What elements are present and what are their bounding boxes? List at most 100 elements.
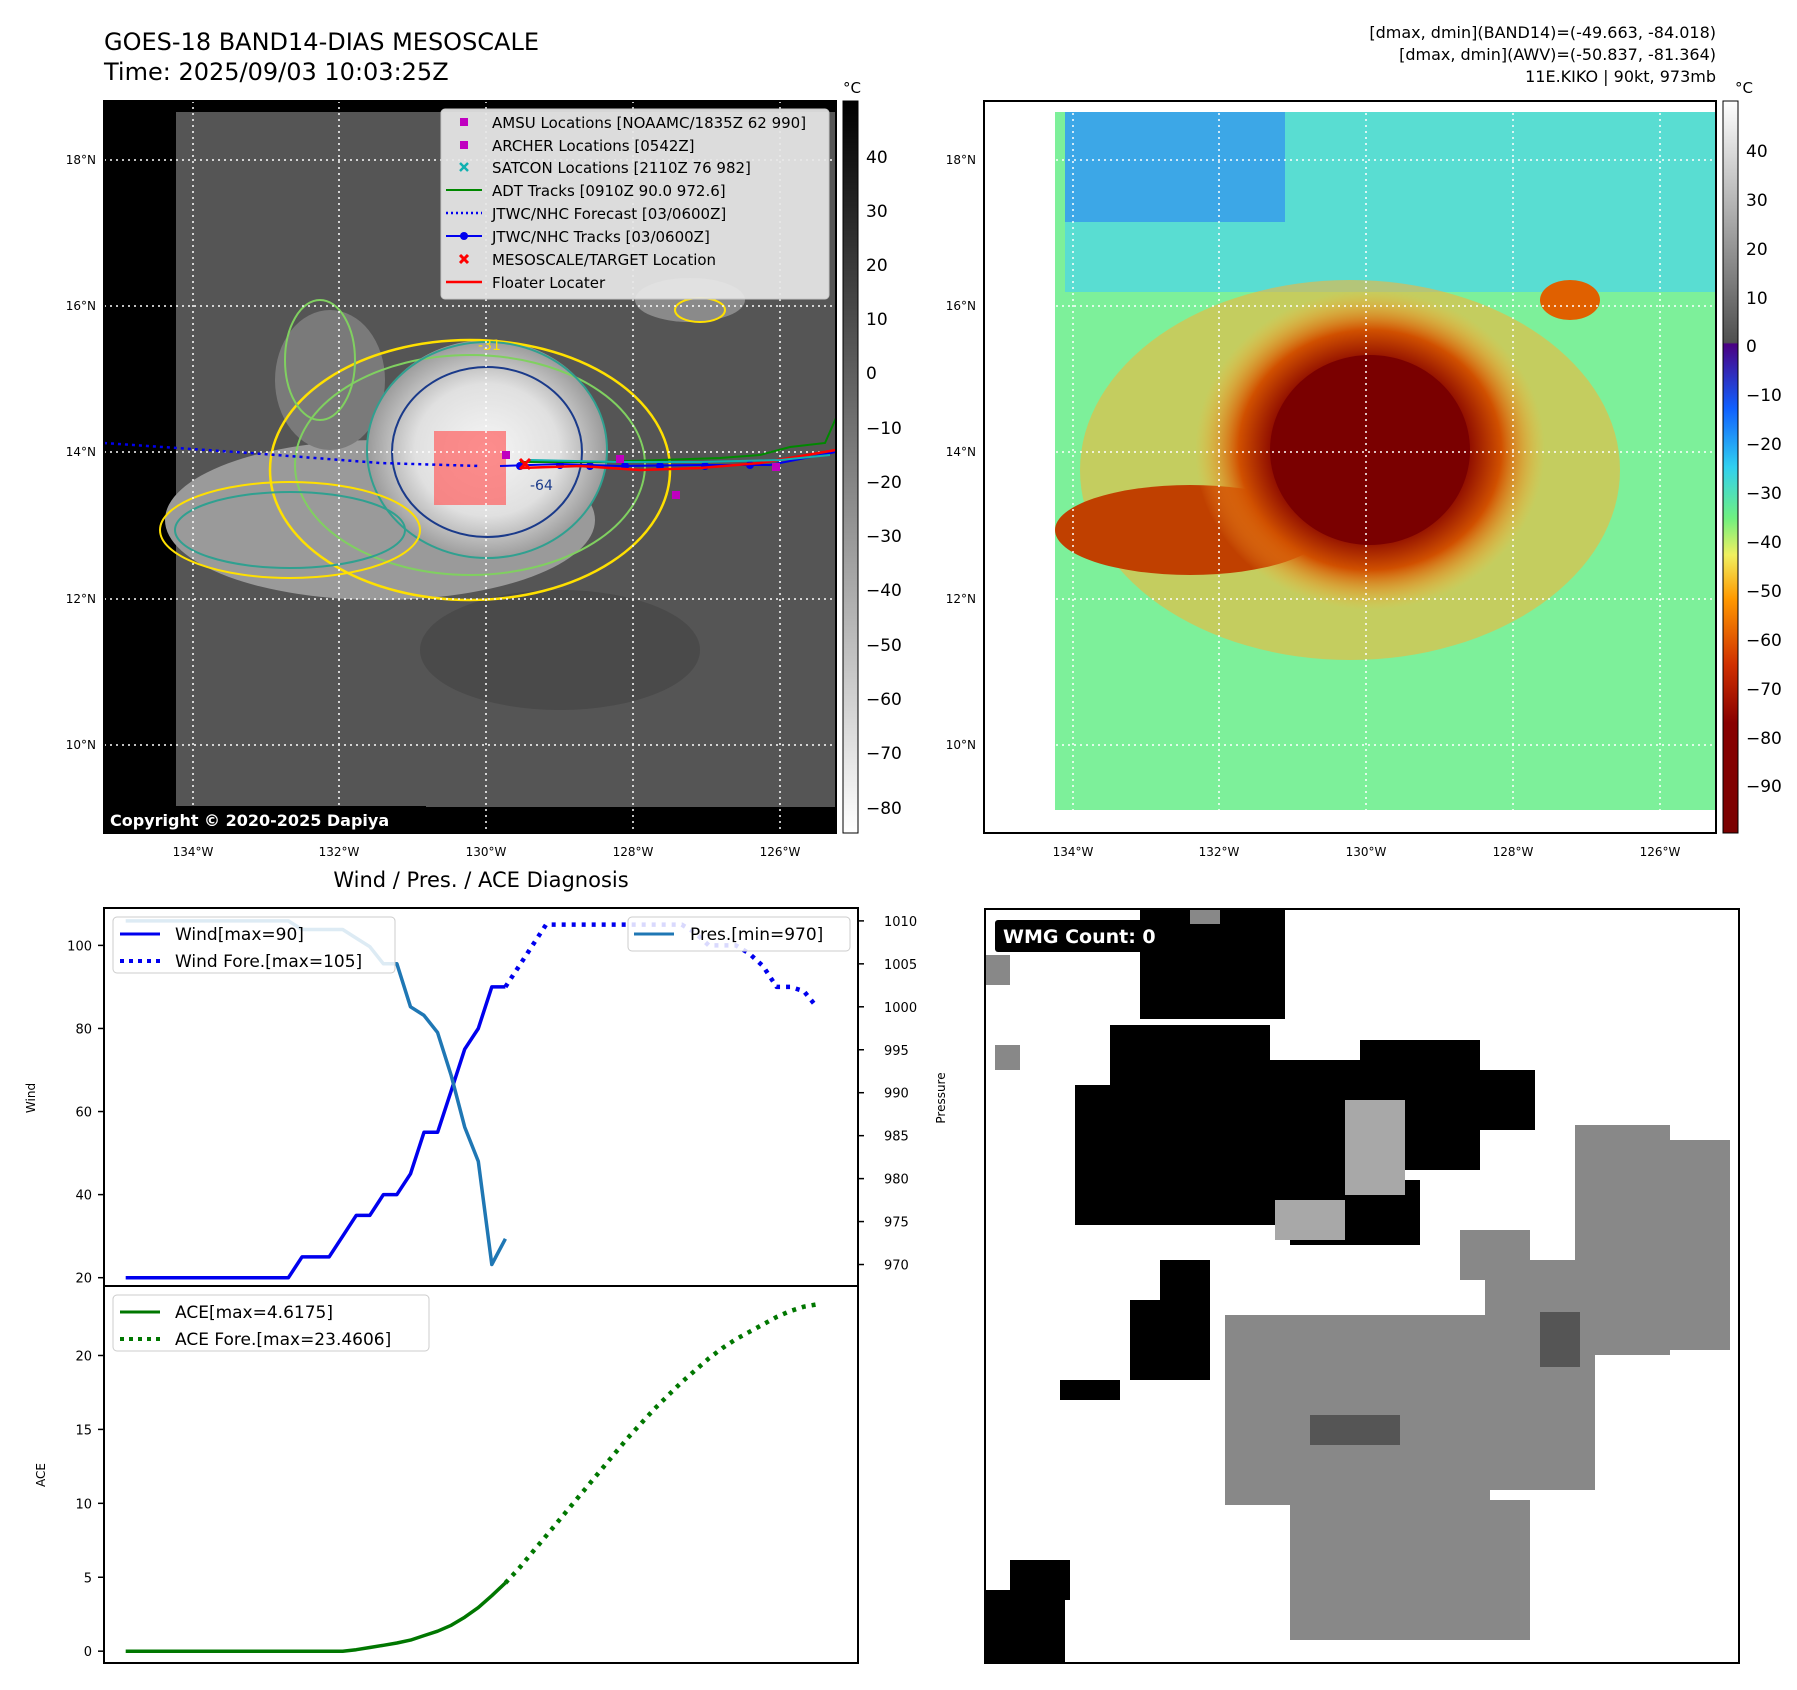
wind-series-line (125, 985, 506, 1280)
gray-tick: −60 (866, 690, 902, 710)
pressure-axis-label: Pressure (934, 1072, 948, 1123)
color-map-frame (983, 100, 1717, 834)
ace-legend: ACE[max=4.6175] ACE Fore.[max=23.4606] (112, 1294, 430, 1352)
y-tick-label: 0 (84, 1645, 92, 1660)
legend-track-point (460, 232, 468, 240)
lon-label: 132°W (1199, 845, 1240, 859)
legend-amsu: AMSU Locations [NOAAMC/1835Z 62 990] (492, 114, 806, 132)
y2-tick-label: 1000 (884, 1001, 917, 1016)
color-tick: 0 (1746, 337, 1757, 357)
lon-label: 134°W (1053, 845, 1094, 859)
gray-tick: −10 (866, 419, 902, 439)
pres-legend: Pres.[min=970] (627, 916, 851, 952)
ace-axis-label: ACE (34, 1463, 48, 1487)
lat-label: 16°N (66, 299, 96, 313)
ir-map-lon-labels: 134°W 132°W 130°W 128°W 126°W (173, 845, 801, 859)
copyright-text: Copyright © 2020-2025 Dapiya (110, 811, 389, 830)
target-marker (518, 457, 532, 471)
contour-label: -64 (530, 478, 553, 494)
archer-marker (672, 491, 680, 499)
legend-adt: ADT Tracks [0910Z 90.0 972.6] (492, 182, 726, 200)
color-colorbar-ticks: 40 30 20 10 0 −10 −20 −30 −40 −50 −60 −7… (1746, 142, 1782, 797)
gray-tick: −20 (866, 473, 902, 493)
legend-archer-marker (460, 141, 468, 149)
y2-tick-label: 1005 (884, 958, 917, 973)
y-tick-label: 100 (67, 939, 92, 954)
color-tick: −40 (1746, 533, 1782, 553)
wind-legend: Wind[max=90] Wind Fore.[max=105] (112, 916, 396, 974)
diagnosis-title: Wind / Pres. / ACE Diagnosis (333, 868, 628, 892)
color-tick: −10 (1746, 386, 1782, 406)
ace-fore-legend-label: ACE Fore.[max=23.4606] (175, 1330, 391, 1350)
gray-colorbar: °C 40 30 20 10 0 −10 −20 −30 −40 −50 −60… (842, 79, 902, 834)
lat-label: 10°N (946, 738, 976, 752)
wmg-label-box (995, 920, 1173, 952)
color-colorbar-bar (1722, 100, 1739, 834)
color-map-grid (984, 101, 1716, 833)
pres-legend-box (627, 916, 851, 952)
storm-info: 11E.KIKO | 90kt, 973mb (1525, 67, 1716, 86)
color-tick: −20 (1746, 435, 1782, 455)
stats-awv: [dmax, dmin](AWV)=(-50.837, -81.364) (1399, 45, 1716, 64)
y-tick-label: 80 (75, 1022, 92, 1037)
color-tick: −90 (1746, 777, 1782, 797)
gray-colorbar-unit: °C (843, 79, 861, 97)
gray-colorbar-ticks: 40 30 20 10 0 −10 −20 −30 −40 −50 −60 −7… (866, 148, 902, 819)
color-map-lat-labels: 18°N 16°N 14°N 12°N 10°N (946, 153, 976, 752)
color-tick: −50 (1746, 582, 1782, 602)
lat-label: 16°N (946, 299, 976, 313)
jtwc-forecast-track (104, 441, 481, 468)
lat-label: 12°N (946, 592, 976, 606)
figure-title: GOES-18 BAND14-DIAS MESOSCALE (104, 28, 539, 56)
gray-tick: −40 (866, 581, 902, 601)
legend-box (440, 108, 830, 300)
lon-label: 132°W (319, 845, 360, 859)
color-map-cold-corner (1065, 112, 1285, 222)
lon-label: 128°W (613, 845, 654, 859)
y2-tick-label: 980 (884, 1173, 909, 1188)
legend-archer: ARCHER Locations [0542Z] (492, 137, 695, 155)
ace-forecast-series-line (503, 1302, 818, 1585)
color-cell (1540, 280, 1600, 320)
color-colorbar: °C 40 30 20 10 0 −10 −20 −30 −40 −50 −60… (1722, 79, 1782, 834)
y-tick-label: 15 (75, 1423, 92, 1438)
contour-band (284, 299, 356, 421)
lon-label: 128°W (1493, 845, 1534, 859)
pres-legend-label: Pres.[min=970] (690, 925, 823, 945)
color-tick: 10 (1746, 289, 1768, 309)
legend-target-marker (458, 253, 470, 265)
wmg-cluster-gray (985, 909, 1730, 1640)
color-tick: 20 (1746, 240, 1768, 260)
gray-tick: 40 (866, 148, 888, 168)
gray-tick: 30 (866, 202, 888, 222)
figure-time: Time: 2025/09/03 10:03:25Z (103, 58, 449, 86)
lat-label: 18°N (946, 153, 976, 167)
ir-map-frame (103, 100, 837, 834)
color-tick: −60 (1746, 631, 1782, 651)
wmg-cluster-black (985, 909, 1535, 1663)
cloud-patch (275, 310, 385, 450)
y2-tick-label: 1010 (884, 915, 917, 930)
gray-tick: 10 (866, 310, 888, 330)
gray-tick: −70 (866, 744, 902, 764)
y-tick-label: 40 (75, 1189, 92, 1204)
ir-map-lat-labels: 18°N 16°N 14°N 12°N 10°N (66, 153, 96, 752)
color-map-panel (984, 101, 1716, 833)
ace-legend-label: ACE[max=4.6175] (175, 1303, 333, 1323)
amsu-marker (502, 451, 510, 459)
gray-tick: −80 (866, 799, 902, 819)
gray-tick: 0 (866, 364, 877, 384)
legend-floater: Floater Locater (492, 274, 606, 292)
y2-tick-label: 975 (884, 1216, 909, 1231)
copyright-box (104, 806, 426, 833)
legend-target: MESOSCALE/TARGET Location (492, 251, 716, 269)
contour-band (159, 481, 421, 579)
wmg-count-label: WMG Count: 0 (1003, 926, 1156, 948)
legend-satcon: SATCON Locations [2110Z 76 982] (492, 159, 751, 177)
mesoscale-box (434, 431, 506, 505)
contour-inner (366, 341, 608, 559)
gray-tick: −50 (866, 636, 902, 656)
color-map-lon-labels: 134°W 132°W 130°W 128°W 126°W (1053, 845, 1681, 859)
y2-tick-label: 970 (884, 1259, 909, 1274)
